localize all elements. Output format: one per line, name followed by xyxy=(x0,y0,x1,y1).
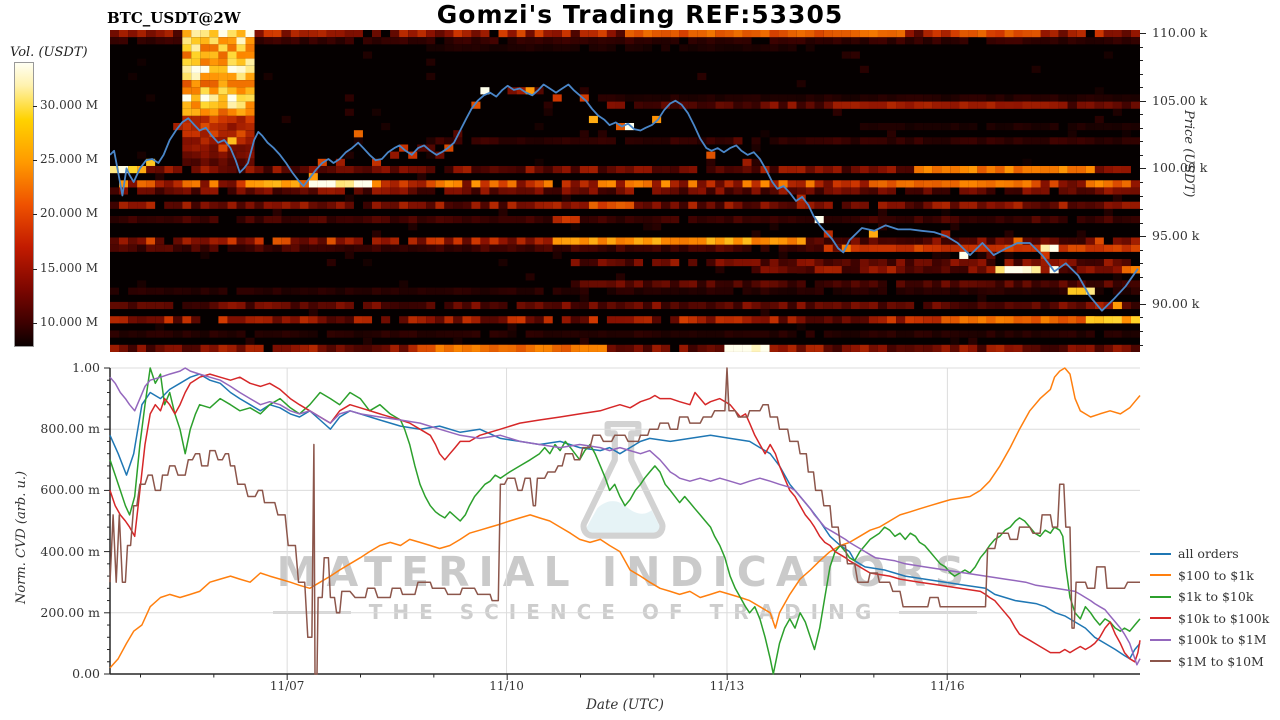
cvd-y-axis-title: Norm. CVD (arb. u.) xyxy=(14,470,29,604)
cvd-x-axis-labels: 11/07 11/10 11/13 11/16 xyxy=(110,679,1140,695)
price-minor-tick xyxy=(1140,60,1143,62)
colorbar-tick-label: 15.000 M xyxy=(40,260,99,275)
colorbar-tick xyxy=(33,105,37,107)
liquidity-heatmap-chart xyxy=(110,30,1140,352)
price-minor-tick xyxy=(1140,141,1143,143)
colorbar-tick xyxy=(33,268,37,270)
price-minor-tick xyxy=(1140,276,1143,278)
price-minor-tick xyxy=(1140,222,1143,224)
cvd-x-tick-label: 11/13 xyxy=(709,679,745,693)
legend-item: $1M to $10M xyxy=(1150,654,1280,669)
cvd-y-tick-label: 600.00 m xyxy=(40,482,100,498)
price-minor-tick xyxy=(1140,127,1143,129)
price-minor-tick xyxy=(1140,249,1143,251)
cvd-line-chart xyxy=(104,367,1141,680)
legend-item: $100 to $1k xyxy=(1150,568,1280,583)
price-minor-tick xyxy=(1140,331,1143,332)
price-minor-tick xyxy=(1140,290,1143,292)
colorbar-tick-label: 30.000 M xyxy=(40,97,99,112)
price-minor-tick xyxy=(1140,73,1143,75)
legend-item: all orders xyxy=(1150,546,1280,561)
price-minor-tick xyxy=(1140,195,1143,197)
colorbar-tick xyxy=(33,159,37,161)
colorbar-tick-label: 20.000 M xyxy=(40,206,99,221)
price-tick-label: 105.00 k xyxy=(1152,92,1208,108)
liquidity-heatmap-panel xyxy=(110,30,1140,352)
volume-colorbar xyxy=(14,62,34,347)
legend-swatch xyxy=(1150,552,1171,555)
cvd-y-tick-label: 400.00 m xyxy=(40,543,100,559)
legend-item: $10k to $100k xyxy=(1150,611,1280,626)
legend-label: all orders xyxy=(1178,546,1239,561)
price-minor-tick xyxy=(1140,344,1143,346)
legend: all orders $100 to $1k $1k to $10k $10k to … xyxy=(1150,546,1280,669)
price-minor-tick xyxy=(1140,87,1143,89)
legend-swatch xyxy=(1150,595,1171,598)
legend-item: $100k to $1M xyxy=(1150,632,1280,647)
price-tick-label: 100.00 k xyxy=(1152,160,1208,176)
cvd-x-axis-title: Date (UTC) xyxy=(586,697,664,713)
price-minor-tick xyxy=(1140,317,1143,319)
legend-label: $100 to $1k xyxy=(1178,567,1254,583)
legend-label: $1M to $10M xyxy=(1178,653,1264,669)
price-minor-tick xyxy=(1140,263,1143,265)
cvd-y-tick-label: 0.00 xyxy=(72,666,100,681)
cvd-y-axis-labels: 1.00 800.00 m 600.00 m 400.00 m 200.00 m 0.00 xyxy=(0,360,105,681)
price-major-tick xyxy=(1140,32,1146,34)
cvd-x-tick-label: 11/10 xyxy=(489,679,524,693)
cvd-y-tick-label: 200.00 m xyxy=(40,604,100,620)
price-major-tick xyxy=(1140,168,1146,170)
cvd-y-tick-label: 1.00 xyxy=(72,360,100,375)
legend-item: $1k to $10k xyxy=(1150,589,1280,604)
page-title: Gomzi's Trading REF:53305 xyxy=(436,0,844,29)
legend-swatch xyxy=(1150,574,1171,576)
cvd-x-tick-label: 11/07 xyxy=(269,679,305,693)
colorbar-ticks: 30.000 M 25.000 M 20.000 M 15.000 M 10.000 M xyxy=(33,62,103,345)
colorbar-tick xyxy=(33,323,37,325)
price-axis-title: Price (USDT) xyxy=(1181,110,1196,198)
cvd-x-tick-label: 11/16 xyxy=(930,679,965,693)
price-minor-tick xyxy=(1140,209,1143,211)
price-major-tick xyxy=(1140,303,1146,305)
symbol-label: BTC_USDT@2W xyxy=(107,9,241,27)
cvd-chart-panel xyxy=(104,367,1141,680)
colorbar-tick-label: 10.000 M xyxy=(40,315,99,330)
price-tick-label: 90.00 k xyxy=(1152,295,1200,311)
price-tick-label: 110.00 k xyxy=(1152,24,1208,40)
colorbar-tick xyxy=(33,214,37,216)
price-tick-label: 95.00 k xyxy=(1152,228,1200,244)
legend-label: $1k to $10k xyxy=(1178,589,1254,604)
legend-swatch xyxy=(1150,660,1171,662)
legend-swatch xyxy=(1150,617,1171,619)
colorbar-label: Vol. (USDT) xyxy=(10,45,88,60)
legend-label: $10k to $100k xyxy=(1178,610,1270,626)
legend-swatch xyxy=(1150,638,1171,641)
price-minor-tick xyxy=(1140,154,1143,156)
price-minor-tick xyxy=(1140,114,1143,116)
price-major-tick xyxy=(1140,100,1146,102)
price-axis-ticks: 110.00 k 105.00 k 100.00 k 95.00 k 90.00 k xyxy=(1140,25,1250,352)
price-minor-tick xyxy=(1140,46,1143,48)
legend-label: $100k to $1M xyxy=(1178,632,1267,647)
cvd-y-tick-label: 800.00 m xyxy=(40,421,100,437)
price-minor-tick xyxy=(1140,181,1143,183)
colorbar-tick-label: 25.000 M xyxy=(40,151,99,166)
price-major-tick xyxy=(1140,236,1146,238)
